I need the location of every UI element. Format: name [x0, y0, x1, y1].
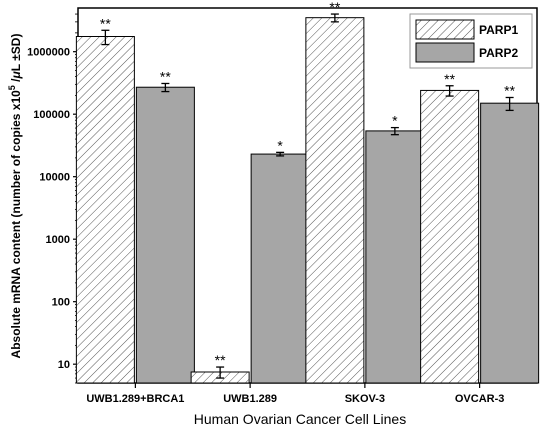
bar-parp1-2	[305, 17, 365, 384]
x-tick-label: OVCAR-3	[455, 393, 505, 405]
bar-parp2-1	[250, 153, 310, 384]
y-axis-title-mu: μ	[9, 71, 23, 80]
x-tick-label: UWB1.289	[223, 393, 277, 405]
significance-marker: **	[215, 352, 226, 368]
significance-marker: *	[392, 113, 398, 129]
y-tick-label: 100000	[33, 109, 70, 121]
bar-parp2-3	[480, 102, 540, 384]
significance-marker: **	[100, 15, 111, 31]
x-axis: UWB1.289+BRCA1 UWB1.289 SKOV-3 OVCAR-3	[86, 383, 504, 405]
significance-marker: **	[504, 82, 515, 98]
bar-parp1-0	[75, 35, 135, 384]
legend-swatch-parp2	[415, 42, 475, 63]
bar-parp2-2	[365, 130, 425, 384]
y-axis-title-tail: L ±SD)	[9, 34, 23, 72]
y-axis-title-slash: /	[9, 78, 23, 85]
legend-label-parp1: PARP1	[479, 23, 518, 37]
y-tick-label: 10	[58, 359, 70, 371]
y-tick-label: 1000	[46, 234, 70, 246]
significance-marker: **	[329, 0, 340, 15]
x-axis-title: Human Ovarian Cancer Cell Lines	[194, 411, 406, 427]
significance-marker: **	[444, 71, 455, 87]
y-tick-label: 10000	[39, 172, 70, 184]
x-tick-label: UWB1.289+BRCA1	[86, 393, 184, 405]
bars: **************	[75, 0, 540, 384]
y-tick-label: 100	[52, 297, 70, 309]
significance-marker: *	[277, 137, 283, 153]
legend: PARP1 PARP2	[409, 13, 533, 69]
legend-label-parp2: PARP2	[479, 46, 518, 60]
y-axis-title: Absolute mRNA content (number of copies …	[7, 34, 23, 359]
y-axis-title-main: Absolute mRNA content (number of copies …	[9, 90, 23, 359]
significance-marker: **	[160, 68, 171, 84]
y-axis: 10 100 1000 10000 100000 1000000	[27, 13, 78, 384]
y-tick-label: 1000000	[27, 47, 70, 59]
bar-parp1-3	[420, 89, 480, 384]
bar-parp2-0	[135, 86, 195, 384]
x-tick-label: SKOV-3	[345, 393, 385, 405]
y-axis-title-sup: 5	[7, 85, 17, 90]
legend-swatch-parp1	[415, 19, 475, 40]
